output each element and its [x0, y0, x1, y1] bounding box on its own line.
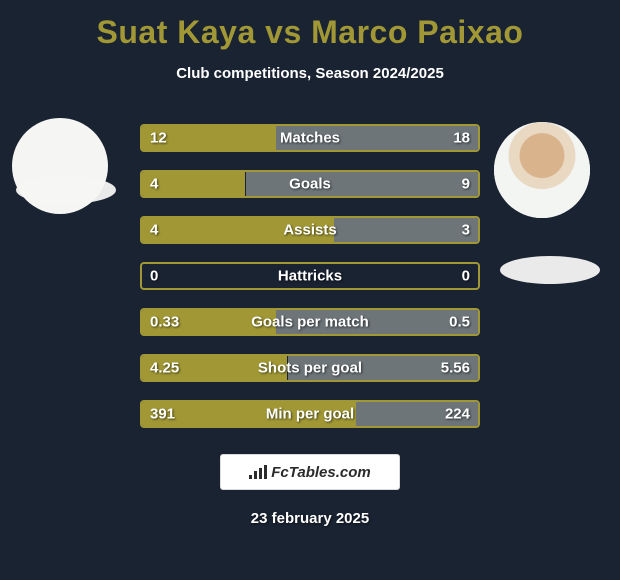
brand-label: FcTables.com	[271, 464, 370, 481]
stat-value-left: 12	[150, 130, 167, 147]
stat-value-left: 0.33	[150, 314, 179, 331]
player2-avatar-shadow	[500, 256, 600, 284]
stat-value-left: 4.25	[150, 360, 179, 377]
page-subtitle: Club competitions, Season 2024/2025	[176, 65, 444, 82]
player1-avatar-shadow	[16, 176, 116, 204]
stats-bars: 12 18 Matches 4 9 Goals 4 3 Assists 0 0 Hattricks 0.…	[140, 124, 480, 428]
stat-label: Goals	[289, 176, 331, 193]
stat-value-left: 4	[150, 176, 158, 193]
stat-row: 12 18 Matches	[140, 124, 480, 152]
stat-fill-right	[246, 172, 479, 196]
player2-avatar-image	[494, 122, 590, 218]
stat-value-right: 0	[462, 268, 470, 285]
stat-value-right: 9	[462, 176, 470, 193]
page-title: Suat Kaya vs Marco Paixao	[97, 14, 524, 51]
stat-value-right: 0.5	[449, 314, 470, 331]
stat-label: Matches	[280, 130, 340, 147]
stat-value-right: 224	[445, 406, 470, 423]
stat-label: Assists	[283, 222, 336, 239]
stat-label: Goals per match	[251, 314, 369, 331]
stat-row: 391 224 Min per goal	[140, 400, 480, 428]
stat-value-right: 3	[462, 222, 470, 239]
stat-label: Hattricks	[278, 268, 342, 285]
date-text: 23 february 2025	[251, 510, 369, 527]
chart-icon	[249, 465, 267, 479]
stat-value-left: 0	[150, 268, 158, 285]
stat-row: 4.25 5.56 Shots per goal	[140, 354, 480, 382]
stat-row: 0 0 Hattricks	[140, 262, 480, 290]
stat-row: 0.33 0.5 Goals per match	[140, 308, 480, 336]
stat-value-left: 4	[150, 222, 158, 239]
stat-label: Shots per goal	[258, 360, 362, 377]
stat-label: Min per goal	[266, 406, 354, 423]
comparison-card: Suat Kaya vs Marco Paixao Club competiti…	[0, 0, 620, 580]
stat-row: 4 3 Assists	[140, 216, 480, 244]
stat-value-right: 18	[453, 130, 470, 147]
stat-fill-right	[334, 218, 478, 242]
stat-value-right: 5.56	[441, 360, 470, 377]
brand-badge[interactable]: FcTables.com	[220, 454, 400, 490]
player2-avatar	[494, 122, 590, 218]
stat-row: 4 9 Goals	[140, 170, 480, 198]
stat-value-left: 391	[150, 406, 175, 423]
